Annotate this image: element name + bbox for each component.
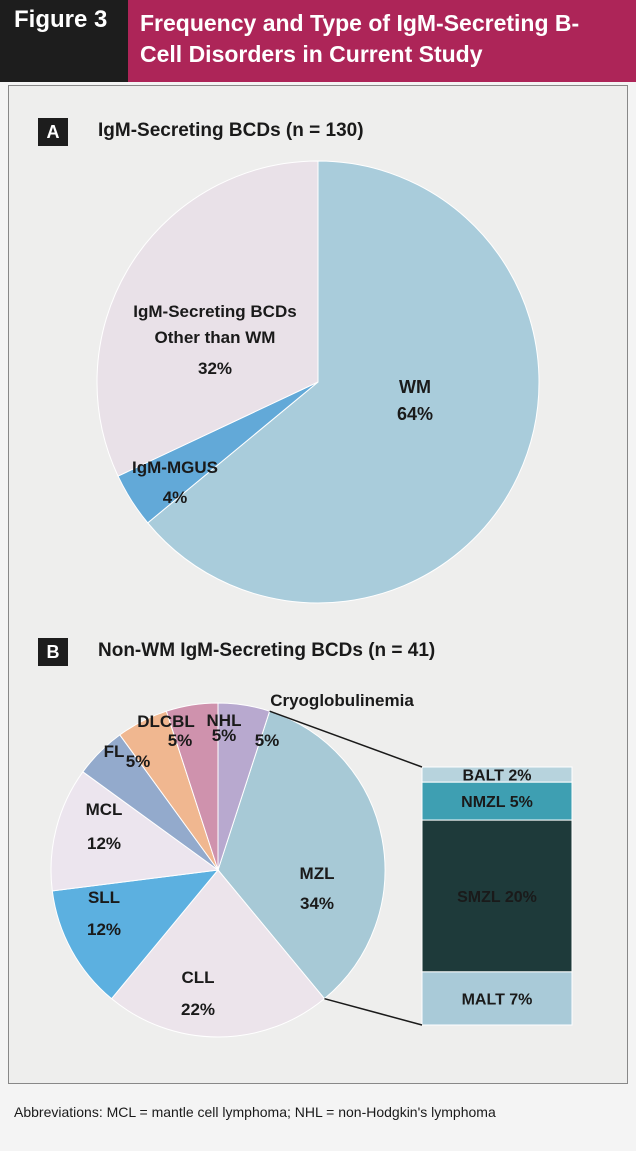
breakdown-label-malt: MALT 7% <box>462 991 533 1008</box>
label-mzl: MZL <box>300 864 335 883</box>
value-mzl: 34% <box>300 894 334 913</box>
slice-mcl <box>50 771 220 892</box>
value-mcl: 12% <box>87 834 121 853</box>
breakdown-label-balt: BALT 2% <box>462 768 531 785</box>
label-sll: SLL <box>88 888 120 907</box>
label-cll: CLL <box>181 968 214 987</box>
value-igm-mgus: 4% <box>163 488 188 507</box>
connector-top <box>269 710 423 768</box>
label-fl: FL <box>104 742 125 761</box>
label-other-line1: IgM-Secreting BCDs <box>133 302 296 321</box>
slice-wm <box>147 160 540 604</box>
label-wm: WM <box>399 377 431 397</box>
slice-cll <box>110 869 326 1038</box>
connector-bottom <box>324 997 423 1026</box>
slice-igm-secreting-bcds-other-than-wm <box>96 160 319 477</box>
value-wm: 64% <box>397 404 433 424</box>
value-cll: 22% <box>181 1000 215 1019</box>
breakdown-smzl <box>421 819 573 973</box>
slice-cryoglobulinemia <box>217 702 271 871</box>
slice-mzl <box>217 710 386 1000</box>
panel-a-letter: A <box>38 118 68 146</box>
figure-label: Figure 3 <box>14 6 108 33</box>
panel-b-title: Non-WM IgM-Secreting BCDs (n = 41) <box>98 640 436 661</box>
label-nhl: NHL <box>207 711 242 730</box>
label-dlcbl: DLCBL <box>137 712 195 731</box>
figure-title: Frequency and Type of IgM-Secreting B-Ce… <box>140 10 580 67</box>
label-mcl: MCL <box>86 800 123 819</box>
value-fl: 5% <box>126 752 151 771</box>
panel-b-letter: B <box>38 638 68 666</box>
value-dlcbl: 5% <box>168 731 193 750</box>
figure-header: Figure 3 Frequency and Type of IgM-Secre… <box>0 0 636 82</box>
label-igm-mgus: IgM-MGUS <box>132 458 218 477</box>
footnote: Abbreviations: MCL = mantle cell lymphom… <box>14 1104 496 1120</box>
breakdown-label-smzl: SMZL 20% <box>457 889 537 906</box>
value-other: 32% <box>198 359 232 378</box>
panel-a-title: IgM-Secreting BCDs (n = 130) <box>98 120 364 141</box>
breakdown-label-nmzl: NMZL 5% <box>461 794 533 811</box>
breakdown-malt <box>421 971 573 1026</box>
value-nhl: 5% <box>212 726 237 745</box>
breakdown-nmzl <box>421 781 573 821</box>
value-sll: 12% <box>87 920 121 939</box>
title-box: Frequency and Type of IgM-Secreting B-Ce… <box>128 0 636 82</box>
slice-sll <box>51 869 220 1000</box>
label-other-line2: Other than WM <box>155 328 276 347</box>
label-cryoglobulinemia: Cryoglobulinemia <box>270 691 414 710</box>
value-cryoglobulinemia: 5% <box>255 731 280 750</box>
